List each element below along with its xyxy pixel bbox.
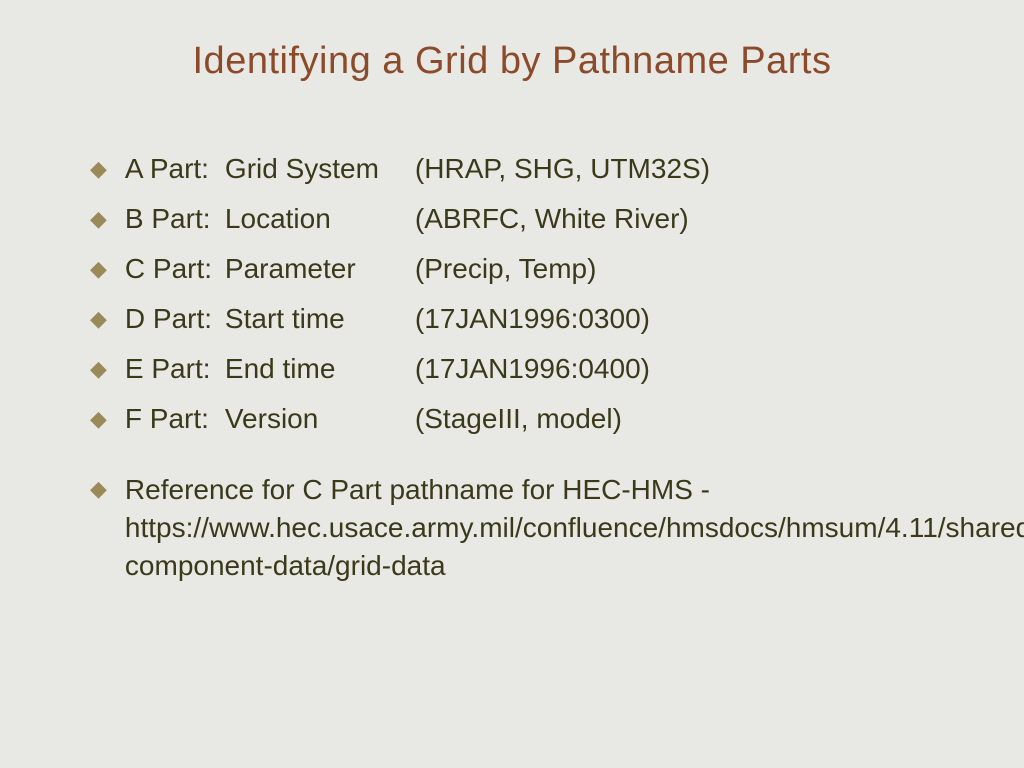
part-name: Version	[225, 403, 415, 435]
diamond-bullet-icon: ◆	[90, 158, 107, 180]
diamond-bullet-icon: ◆	[90, 208, 107, 230]
part-name: Location	[225, 203, 415, 235]
part-label: F Part:	[125, 403, 225, 435]
part-row-a: ◆ A Part: Grid System (HRAP, SHG, UTM32S…	[90, 153, 964, 185]
slide-title: Identifying a Grid by Pathname Parts	[60, 40, 964, 83]
reference-row: ◆ Reference for C Part pathname for HEC-…	[90, 471, 964, 584]
part-example: (17JAN1996:0300)	[415, 303, 650, 335]
part-row-c: ◆ C Part: Parameter (Precip, Temp)	[90, 253, 964, 285]
part-name: Start time	[225, 303, 415, 335]
part-example: (Precip, Temp)	[415, 253, 597, 285]
part-example: (HRAP, SHG, UTM32S)	[415, 153, 710, 185]
part-label: C Part:	[125, 253, 225, 285]
part-example: (StageIII, model)	[415, 403, 622, 435]
slide-content: ◆ A Part: Grid System (HRAP, SHG, UTM32S…	[60, 153, 964, 584]
reference-text: Reference for C Part pathname for HEC-HM…	[125, 471, 945, 584]
part-label: A Part:	[125, 153, 225, 185]
part-example: (ABRFC, White River)	[415, 203, 689, 235]
part-label: B Part:	[125, 203, 225, 235]
part-row-e: ◆ E Part: End time (17JAN1996:0400)	[90, 353, 964, 385]
diamond-bullet-icon: ◆	[90, 471, 107, 506]
part-row-d: ◆ D Part: Start time (17JAN1996:0300)	[90, 303, 964, 335]
diamond-bullet-icon: ◆	[90, 408, 107, 430]
part-name: Parameter	[225, 253, 415, 285]
diamond-bullet-icon: ◆	[90, 308, 107, 330]
part-label: E Part:	[125, 353, 225, 385]
part-row-b: ◆ B Part: Location (ABRFC, White River)	[90, 203, 964, 235]
part-example: (17JAN1996:0400)	[415, 353, 650, 385]
part-label: D Part:	[125, 303, 225, 335]
diamond-bullet-icon: ◆	[90, 258, 107, 280]
part-name: Grid System	[225, 153, 415, 185]
part-row-f: ◆ F Part: Version (StageIII, model)	[90, 403, 964, 435]
diamond-bullet-icon: ◆	[90, 358, 107, 380]
part-name: End time	[225, 353, 415, 385]
